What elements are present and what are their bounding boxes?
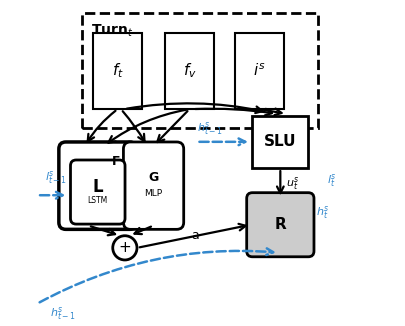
- Bar: [93, 33, 142, 109]
- Text: $h^s_{t-1}$: $h^s_{t-1}$: [50, 305, 76, 322]
- Bar: [252, 115, 307, 168]
- Text: MLP: MLP: [144, 189, 162, 199]
- Text: a: a: [190, 229, 198, 242]
- Bar: [82, 13, 317, 128]
- Text: $l^s_{t-1}$: $l^s_{t-1}$: [45, 169, 67, 186]
- FancyBboxPatch shape: [246, 193, 313, 257]
- Text: $h^s_t$: $h^s_t$: [315, 204, 329, 221]
- Text: F: F: [111, 156, 120, 168]
- FancyBboxPatch shape: [123, 142, 183, 230]
- Text: Turn$_t$: Turn$_t$: [91, 23, 133, 39]
- Text: L: L: [92, 178, 103, 196]
- Text: R: R: [274, 217, 286, 232]
- FancyBboxPatch shape: [70, 160, 125, 224]
- Text: $i^s$: $i^s$: [253, 63, 265, 79]
- Text: +: +: [118, 240, 131, 255]
- Text: $l^s_t$: $l^s_t$: [326, 172, 336, 189]
- Text: G: G: [148, 171, 158, 184]
- Text: $u^s_t$: $u^s_t$: [286, 175, 299, 192]
- Text: SLU: SLU: [263, 134, 296, 149]
- Circle shape: [113, 236, 136, 260]
- Bar: [164, 33, 213, 109]
- Text: $f_t$: $f_t$: [111, 62, 123, 80]
- Text: $h^s_{t-1}$: $h^s_{t-1}$: [196, 120, 222, 137]
- Text: $f_v$: $f_v$: [182, 62, 196, 80]
- Bar: [234, 33, 284, 109]
- Text: LSTM: LSTM: [87, 196, 108, 205]
- FancyBboxPatch shape: [59, 142, 136, 230]
